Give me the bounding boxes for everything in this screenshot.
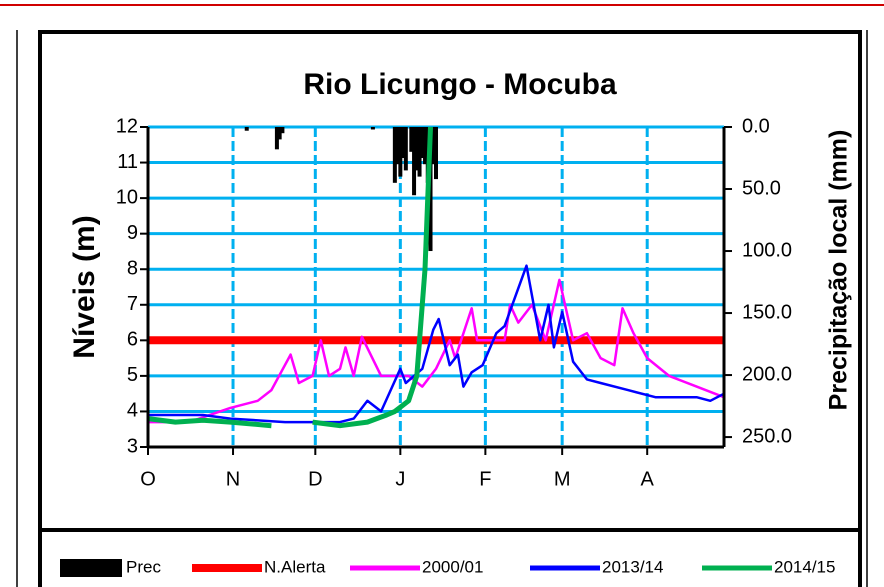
- legend-swatch: [60, 559, 122, 577]
- x-tick-label: M: [554, 468, 571, 490]
- x-tick-label: D: [308, 468, 322, 490]
- y-tick-label: 8: [127, 258, 138, 280]
- precip-bar: [274, 127, 279, 150]
- series-line: [148, 264, 725, 424]
- y2-tick-label: 100.0: [742, 239, 792, 261]
- precip-bar: [423, 127, 428, 165]
- y2-tick-label: 0.0: [742, 115, 770, 137]
- legend-label: 2000/01: [422, 557, 483, 576]
- precip-bar: [403, 127, 408, 171]
- x-tick-label: J: [395, 468, 405, 490]
- y-tick-label: 9: [127, 222, 138, 244]
- precip-bar: [417, 127, 422, 177]
- precip-bar: [395, 127, 400, 165]
- precip-bar: [412, 127, 417, 196]
- y2-axis-title: Precipitação local (mm): [825, 130, 853, 411]
- y-tick-label: 11: [117, 151, 138, 173]
- legend-label: 2013/14: [602, 557, 663, 576]
- precip-bar: [434, 127, 438, 180]
- precip-bar: [392, 127, 397, 183]
- y-tick-label: 6: [127, 329, 138, 351]
- y-tick-label: 4: [127, 400, 138, 422]
- legend-label: 2014/15: [774, 557, 835, 576]
- y2-tick-label: 250.0: [742, 425, 792, 447]
- x-tick-label: N: [226, 468, 240, 490]
- precip-bar: [277, 127, 282, 140]
- precip-bar: [280, 127, 285, 134]
- series-line: [147, 126, 433, 429]
- y-tick-label: 7: [127, 293, 138, 315]
- x-tick-label: F: [479, 468, 491, 490]
- precip-bar: [401, 127, 406, 159]
- legend-label: N.Alerta: [264, 557, 326, 576]
- y-axis-title: Níveis (m): [68, 215, 101, 358]
- y2-tick-label: 150.0: [742, 301, 792, 323]
- y2-tick-label: 50.0: [742, 177, 781, 199]
- precip-bar: [409, 127, 414, 152]
- x-tick-label: A: [641, 468, 655, 490]
- precip-bar: [398, 127, 403, 177]
- y-tick-label: 5: [127, 364, 138, 386]
- chart-frame: [38, 30, 862, 587]
- precip-bar: [431, 127, 436, 165]
- y-tick-label: 12: [116, 115, 138, 137]
- precip-bar: [420, 127, 425, 159]
- y2-tick-label: 200.0: [742, 363, 792, 385]
- y-tick-label: 10: [116, 186, 138, 208]
- chart-title: Rio Licungo - Mocuba: [303, 68, 617, 101]
- precip-bar: [244, 127, 249, 131]
- x-tick-label: O: [140, 468, 156, 490]
- legend-label: Prec: [126, 557, 161, 576]
- precip-bar: [370, 127, 375, 130]
- precip-bar: [414, 127, 419, 171]
- y-tick-label: 3: [127, 435, 138, 457]
